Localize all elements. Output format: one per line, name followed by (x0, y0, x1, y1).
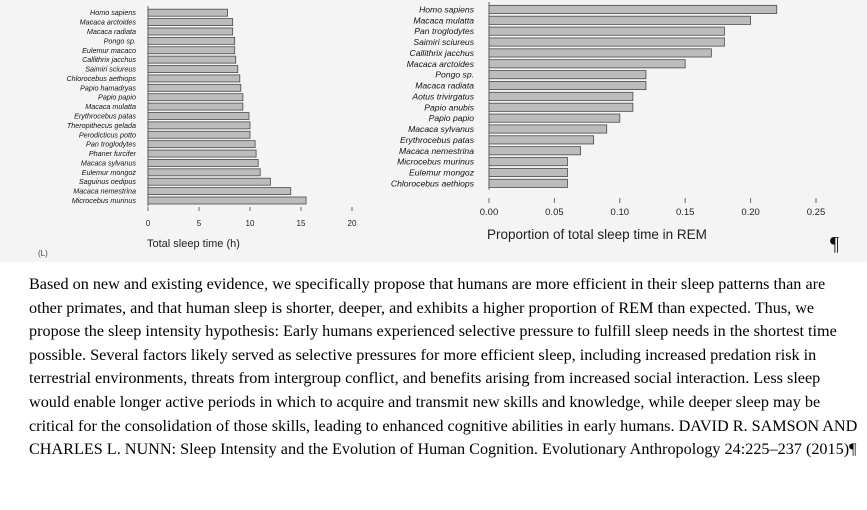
chart-1-category-label: Callithrix jacchus (410, 48, 475, 58)
chart-0-bar (147, 112, 250, 120)
chart-0-category-label: Microcebus murinus (72, 196, 137, 205)
chart-0-bar (147, 36, 236, 45)
figure-pilcrow: ¶ (830, 233, 840, 255)
chart-1-category-label: Pan troglodytes (414, 26, 474, 36)
chart-1-bar (488, 91, 634, 101)
chart-1-tick-label: 0.20 (741, 207, 760, 218)
chart-1-bar (488, 124, 608, 134)
chart-1-bar (488, 70, 647, 80)
chart-0-category-label: Chlorocebus aethiops (66, 74, 136, 83)
chart-0-bar (147, 130, 251, 139)
chart-0-tick-label: 0 (146, 219, 151, 228)
chart-0-bar (147, 46, 236, 55)
chart-0-category-label: Phaner furcifer (89, 149, 137, 158)
chart-0-bar (147, 187, 292, 196)
chart-1-category-label: Homo sapiens (419, 4, 475, 14)
chart-1-tick-label: 0.05 (545, 207, 564, 218)
chart-1-category-label: Papio anubis (424, 102, 474, 112)
chart-0-category-label: Theropithecus gelada (67, 121, 136, 130)
figure-fragment-label: (L) (38, 249, 48, 258)
chart-0-tick-label: 15 (297, 219, 306, 228)
chart-1-bar (488, 15, 752, 25)
chart-0-category-label: Macaca radiata (87, 27, 136, 36)
figure-panel: Homo sapiens Macaca arctoides Macaca radia… (0, 0, 867, 262)
chart-0-category-label: Pan troglodytes (86, 140, 136, 149)
chart-0-x-axis-label: Total sleep time (h) (147, 238, 240, 250)
chart-0-category-label: Eulemur macaco (82, 46, 136, 55)
chart-1-bar (488, 113, 621, 123)
chart-0-category-label: Papio hamadryas (80, 83, 136, 92)
chart-0-category-label: Saguinus oedipus (79, 177, 137, 186)
chart-0-category-label: Erythrocebus patas (74, 112, 136, 121)
chart-0-tick-label: 20 (348, 219, 357, 228)
chart-1-category-label: Saimiri sciureus (413, 37, 474, 47)
chart-1-category-label: Macaca sylvanus (408, 124, 475, 134)
chart-1-category-label: Macaca nemestrina (399, 146, 474, 156)
chart-1-category-label: Microcebus murinus (397, 157, 475, 167)
chart-1-bar (488, 48, 712, 58)
chart-1-category-label: Papio papio (429, 113, 475, 123)
paragraph-end-mark: ¶ (849, 440, 857, 459)
paragraph-text: Based on new and existing evidence, we s… (29, 275, 858, 459)
chart-0-tick-label: 5 (197, 219, 202, 228)
chart-0-bar (147, 149, 257, 158)
chart-1-bar (488, 81, 647, 91)
chart-0-category-label: Callithrix jacchus (82, 55, 136, 64)
chart-1-category-label: Chlorocebus aethiops (391, 178, 475, 188)
chart-1-category-label: Macaca arctoides (407, 59, 475, 69)
chart-0-bar (147, 55, 237, 64)
chart-1-bar (488, 59, 686, 69)
chart-1-bar (488, 146, 581, 156)
chart-1-category-label: Macaca radiata (415, 81, 474, 91)
chart-1-bar (488, 178, 568, 188)
chart-1-tick-label: 0.15 (676, 207, 695, 218)
chart-1-bar (488, 37, 725, 47)
chart-0-bar (147, 27, 234, 36)
chart-0-bar (147, 196, 307, 205)
chart-1-category-label: Pongo sp. (435, 70, 474, 80)
chart-0-category-label: Saimiri sciureus (85, 65, 136, 74)
chart-0-bar (147, 159, 259, 167)
chart-1-tick-label: 0.25 (807, 207, 826, 218)
chart-1-tick-label: 0.10 (611, 207, 630, 218)
chart-0-bar (147, 102, 244, 111)
chart-0-bar (147, 177, 271, 186)
chart-1-bar (488, 26, 725, 36)
chart-1-category-label: Eulemur mongoz (409, 167, 475, 177)
chart-0-bar (147, 8, 228, 17)
chart-0-bar (147, 168, 261, 177)
chart-0-bar (147, 18, 234, 26)
chart-0-category-label: Perodicticus potto (79, 130, 136, 139)
chart-0-bar (147, 83, 242, 92)
chart-1-category-label: Macaca mulatta (413, 15, 474, 25)
chart-0-bar (147, 65, 239, 73)
chart-1-bar (488, 4, 778, 14)
chart-1-bar (488, 157, 568, 167)
chart-0-bar (147, 93, 244, 102)
chart-1-bar (488, 167, 568, 177)
chart-0-tick-label: 10 (246, 219, 255, 228)
chart-1-bar (488, 102, 634, 112)
chart-0-bar (147, 140, 256, 149)
chart-0-category-label: Pongo sp. (104, 36, 136, 45)
chart-1-bar (488, 135, 595, 145)
chart-0-category-label: Macaca arctoides (80, 18, 137, 27)
chart-0-category-label: Eulemur mongoz (82, 168, 137, 177)
chart-0-bar (147, 121, 251, 130)
chart-0-category-label: Macaca mulatta (85, 102, 136, 111)
chart-0-category-label: Papio papio (98, 93, 136, 102)
chart-1-category-label: Erythrocebus patas (400, 135, 475, 145)
chart-0-bar (147, 74, 241, 83)
chart-0-category-label: Homo sapiens (90, 8, 136, 17)
chart-1-tick-label: 0.00 (480, 207, 499, 218)
chart-0-category-label: Macaca nemestrina (73, 187, 136, 196)
chart-1-x-axis-label: Proportion of total sleep time in REM (487, 227, 707, 242)
chart-1-category-label: Aotus trivirgatus (411, 91, 474, 101)
chart-0-category-label: Macaca sylvanus (81, 158, 137, 167)
body-paragraph: Based on new and existing evidence, we s… (29, 273, 859, 462)
